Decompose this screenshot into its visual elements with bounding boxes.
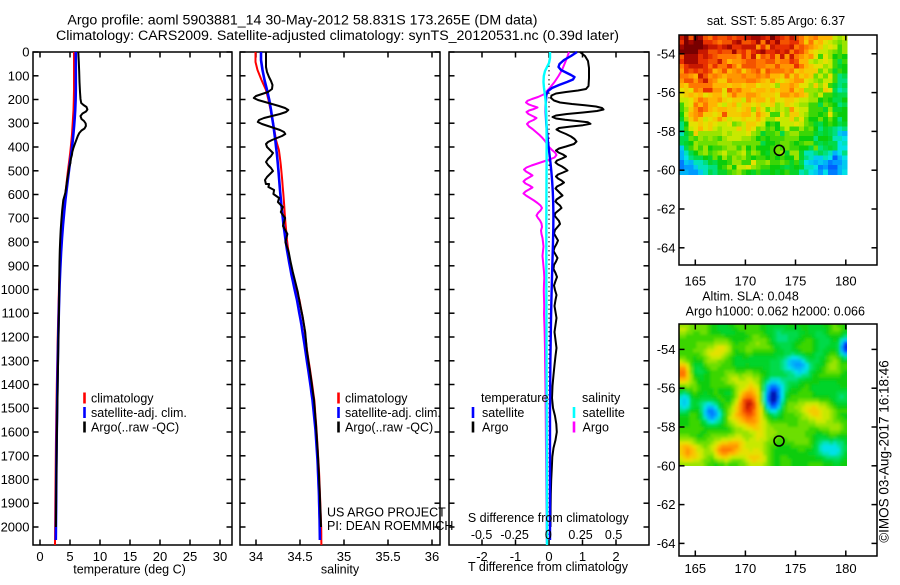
svg-text:180: 180 (835, 274, 857, 289)
svg-text:10: 10 (93, 549, 107, 564)
svg-text:Argo h1000: 0.062 h2000: 0.066: Argo h1000: 0.062 h2000: 0.066 (686, 304, 865, 318)
svg-text:US ARGO PROJECT: US ARGO PROJECT (327, 505, 446, 519)
svg-text:0: 0 (22, 45, 29, 60)
svg-text:PI: DEAN ROEMMICH: PI: DEAN ROEMMICH (327, 519, 453, 533)
svg-text:-54: -54 (657, 342, 676, 357)
svg-text:-54: -54 (657, 46, 676, 61)
svg-text:salinity: salinity (321, 563, 360, 577)
svg-text:salinity: salinity (582, 391, 621, 405)
svg-text:700: 700 (8, 211, 30, 226)
svg-text:-60: -60 (657, 458, 676, 473)
svg-text:-0.5: -0.5 (471, 528, 493, 542)
svg-text:300: 300 (8, 116, 30, 131)
svg-text:5: 5 (66, 549, 73, 564)
svg-text:-60: -60 (657, 163, 676, 178)
svg-text:-56: -56 (657, 85, 676, 100)
svg-text:2000: 2000 (1, 520, 30, 535)
svg-text:0: 0 (545, 549, 552, 564)
svg-text:100: 100 (8, 68, 30, 83)
svg-text:1500: 1500 (1, 401, 30, 416)
svg-text:-64: -64 (657, 536, 676, 551)
svg-text:1700: 1700 (1, 448, 30, 463)
svg-text:180: 180 (835, 561, 857, 576)
svg-text:Altim. SLA: 0.048: Altim. SLA: 0.048 (702, 290, 799, 304)
svg-text:-62: -62 (657, 202, 676, 217)
svg-text:0: 0 (36, 549, 43, 564)
svg-text:Argo(..raw -QC): Argo(..raw -QC) (345, 421, 433, 435)
svg-text:-64: -64 (657, 240, 676, 255)
svg-text:climatology: climatology (345, 392, 408, 406)
svg-text:25: 25 (183, 549, 197, 564)
svg-text:temperature (deg C): temperature (deg C) (73, 563, 186, 577)
svg-text:1200: 1200 (1, 330, 30, 345)
svg-text:0.25: 0.25 (568, 528, 592, 542)
svg-text:20: 20 (153, 549, 167, 564)
svg-text:T difference from climatology: T difference from climatology (468, 560, 629, 574)
svg-text:S difference from climatology: S difference from climatology (468, 511, 630, 525)
svg-text:165: 165 (684, 274, 706, 289)
svg-text:-62: -62 (657, 497, 676, 512)
svg-text:-58: -58 (657, 420, 676, 435)
svg-text:0.5: 0.5 (605, 528, 622, 542)
svg-text:Argo: Argo (482, 421, 508, 435)
svg-text:1800: 1800 (1, 472, 30, 487)
svg-text:satellite: satellite (482, 406, 524, 420)
svg-text:170: 170 (735, 561, 757, 576)
svg-text:1: 1 (579, 549, 586, 564)
svg-text:Argo profile: aoml 5903881_14: Argo profile: aoml 5903881_14 30-May-201… (67, 13, 537, 29)
svg-text:sat. SST: 5.85 Argo: 6.37: sat. SST: 5.85 Argo: 6.37 (707, 14, 845, 28)
svg-text:35: 35 (337, 549, 351, 564)
svg-text:climatology: climatology (91, 392, 154, 406)
svg-text:-56: -56 (657, 381, 676, 396)
svg-text:1000: 1000 (1, 282, 30, 297)
svg-text:2: 2 (612, 549, 619, 564)
svg-text:15: 15 (123, 549, 137, 564)
svg-text:1400: 1400 (1, 377, 30, 392)
svg-text:0: 0 (545, 528, 552, 542)
svg-text:©IMOS 03-Aug-2017 16:18:46: ©IMOS 03-Aug-2017 16:18:46 (877, 360, 892, 543)
svg-text:30: 30 (213, 549, 227, 564)
svg-text:-58: -58 (657, 124, 676, 139)
svg-text:34.5: 34.5 (287, 549, 312, 564)
svg-text:satellite-adj. clim.: satellite-adj. clim. (345, 406, 441, 420)
svg-text:1900: 1900 (1, 496, 30, 511)
svg-text:-0.25: -0.25 (500, 528, 529, 542)
svg-text:400: 400 (8, 140, 30, 155)
svg-text:Argo: Argo (583, 421, 609, 435)
svg-text:600: 600 (8, 187, 30, 202)
svg-text:1600: 1600 (1, 425, 30, 440)
svg-text:temperature: temperature (481, 391, 548, 405)
svg-text:satellite-adj. clim.: satellite-adj. clim. (91, 406, 187, 420)
svg-text:800: 800 (8, 235, 30, 250)
svg-text:200: 200 (8, 92, 30, 107)
svg-text:satellite: satellite (583, 406, 625, 420)
svg-text:175: 175 (785, 561, 807, 576)
svg-text:170: 170 (735, 274, 757, 289)
svg-text:500: 500 (8, 163, 30, 178)
svg-text:175: 175 (785, 274, 807, 289)
svg-text:35.5: 35.5 (375, 549, 400, 564)
svg-text:Climatology: CARS2009. Satelli: Climatology: CARS2009. Satellite-adjuste… (56, 28, 619, 44)
svg-text:Argo(..raw -QC): Argo(..raw -QC) (91, 421, 179, 435)
svg-text:1300: 1300 (1, 353, 30, 368)
svg-text:165: 165 (684, 561, 706, 576)
svg-text:34: 34 (249, 549, 263, 564)
svg-text:-2: -2 (476, 549, 488, 564)
svg-text:36: 36 (425, 549, 439, 564)
svg-text:-1: -1 (510, 549, 522, 564)
svg-text:900: 900 (8, 258, 30, 273)
svg-text:1100: 1100 (2, 306, 30, 321)
